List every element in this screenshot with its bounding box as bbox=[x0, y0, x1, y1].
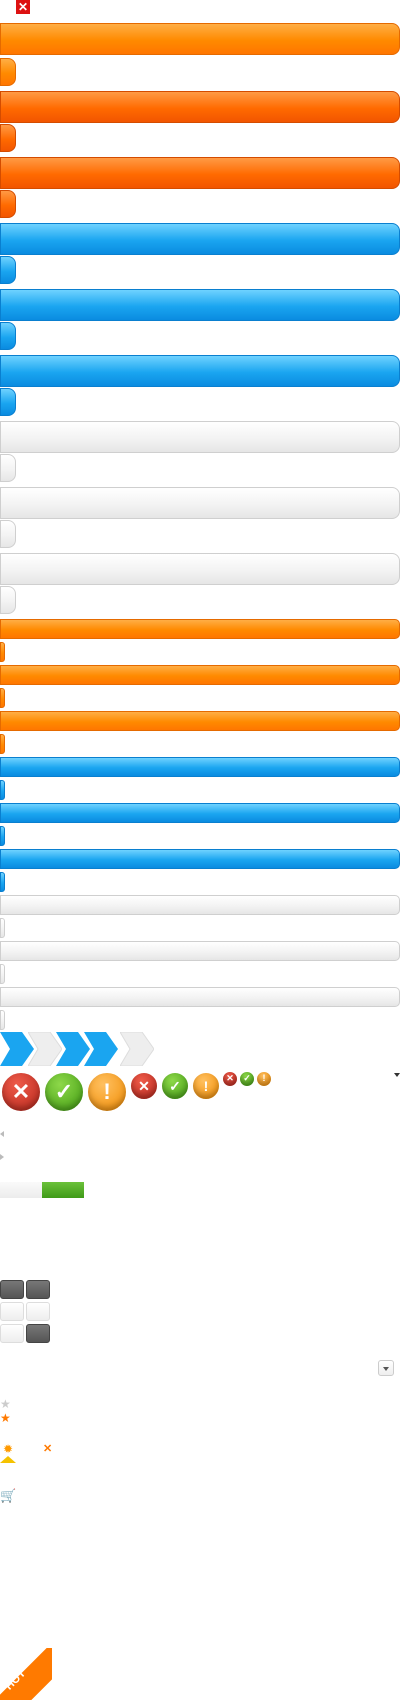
error-bubble-icon: ✕ bbox=[0, 1071, 42, 1113]
step-arrow-active-icon bbox=[56, 1032, 90, 1066]
gray-bar-large bbox=[0, 421, 400, 453]
orange-tab-small bbox=[0, 734, 5, 754]
blue-bar-small bbox=[0, 849, 400, 869]
blue-tab-large bbox=[0, 256, 16, 284]
gray-tab-small bbox=[0, 964, 5, 984]
progress-fill bbox=[42, 1182, 84, 1198]
gray-bar-large bbox=[0, 487, 400, 519]
star-empty-icon[interactable]: ★ bbox=[0, 1397, 11, 1411]
warning-bubble-icon: ! bbox=[191, 1071, 221, 1101]
red-orange-bar-large bbox=[0, 157, 400, 189]
blue-tab-large bbox=[0, 322, 16, 350]
step-arrow-active-icon bbox=[0, 1032, 34, 1066]
gray-tab-large bbox=[0, 586, 16, 614]
dropdown-arrow-icon[interactable] bbox=[394, 1073, 400, 1077]
orange-bar-large bbox=[0, 23, 400, 55]
warning-bubble-icon: ! bbox=[256, 1071, 272, 1087]
tile-dark[interactable] bbox=[26, 1280, 50, 1299]
tile-light[interactable] bbox=[0, 1302, 24, 1321]
blue-tab-small bbox=[0, 826, 5, 846]
blue-bar-large bbox=[0, 289, 400, 321]
warning-triangle-icon bbox=[0, 1456, 16, 1463]
orange-bar-small bbox=[0, 665, 400, 685]
success-bubble-icon: ✓ bbox=[239, 1071, 255, 1087]
step-arrow-inactive-icon bbox=[28, 1032, 62, 1066]
blue-tab-small bbox=[0, 872, 5, 892]
red-orange-bar-large bbox=[0, 91, 400, 123]
tile-dark[interactable] bbox=[0, 1280, 24, 1299]
blue-bar-small bbox=[0, 757, 400, 777]
gray-tab-small bbox=[0, 918, 5, 938]
red-orange-tab-large bbox=[0, 124, 16, 152]
gray-tab-large bbox=[0, 520, 16, 548]
step-arrow-inactive-icon bbox=[120, 1032, 154, 1066]
success-bubble-icon: ✓ bbox=[160, 1071, 190, 1101]
orange-bar-small bbox=[0, 619, 400, 639]
gray-tab-large bbox=[0, 454, 16, 482]
blue-bar-small bbox=[0, 803, 400, 823]
gray-bar-small bbox=[0, 987, 400, 1007]
orange-tab-small bbox=[0, 688, 5, 708]
blue-bar-large bbox=[0, 355, 400, 387]
error-bubble-icon: ✕ bbox=[129, 1071, 159, 1101]
gray-bar-small bbox=[0, 941, 400, 961]
error-bubble-icon: ✕ bbox=[222, 1071, 238, 1087]
orange-bar-small bbox=[0, 711, 400, 731]
gray-bar-small bbox=[0, 895, 400, 915]
star-filled-icon[interactable]: ★ bbox=[0, 1411, 11, 1425]
remove-icon[interactable]: ✕ bbox=[43, 1443, 53, 1455]
right-arrow-icon[interactable] bbox=[0, 1154, 4, 1160]
cart-icon[interactable]: 🛒 bbox=[0, 1488, 17, 1503]
hot-badge: HOT bbox=[0, 1648, 52, 1700]
blue-tab-large bbox=[0, 388, 16, 416]
left-arrow-icon[interactable] bbox=[0, 1131, 4, 1137]
warning-bubble-icon: ! bbox=[86, 1071, 128, 1113]
red-orange-tab-large bbox=[0, 190, 16, 218]
gray-tab-small bbox=[0, 1010, 5, 1030]
tile-light[interactable] bbox=[0, 1324, 24, 1343]
blue-tab-small bbox=[0, 780, 5, 800]
tile-light[interactable] bbox=[26, 1302, 50, 1321]
dropdown-button[interactable] bbox=[378, 1360, 394, 1376]
step-arrow-active-icon bbox=[84, 1032, 118, 1066]
orange-tab-large bbox=[0, 58, 16, 86]
blue-bar-large bbox=[0, 223, 400, 255]
sun-icon: ✹ bbox=[3, 1442, 14, 1456]
close-icon[interactable]: ✕ bbox=[16, 0, 30, 14]
tile-dark[interactable] bbox=[26, 1324, 50, 1343]
chevron-down-icon bbox=[383, 1367, 389, 1371]
success-bubble-icon: ✓ bbox=[43, 1071, 85, 1113]
progress-track bbox=[0, 1182, 42, 1198]
gray-bar-large bbox=[0, 553, 400, 585]
orange-tab-small bbox=[0, 642, 5, 662]
